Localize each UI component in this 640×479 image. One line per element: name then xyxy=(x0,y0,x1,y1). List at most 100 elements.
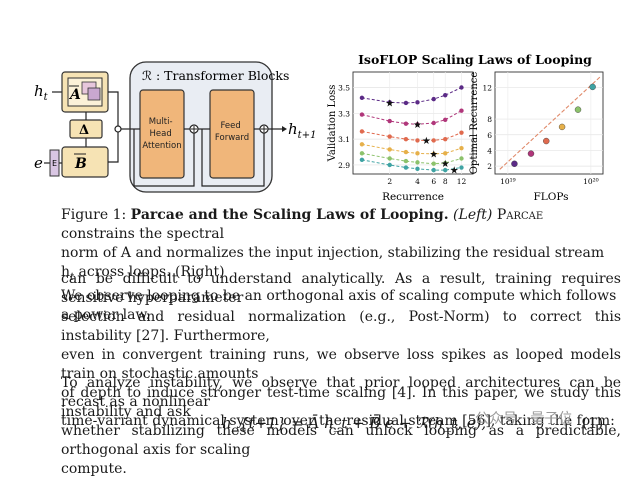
loss-data-point xyxy=(403,158,409,164)
equation-text: h_{t+1} = Ā h_t + B̄ e + ℛ(h_t, e), xyxy=(222,414,487,432)
loss-ylabel: Validation Loss xyxy=(327,85,338,163)
loss-xtick-label: 12 xyxy=(457,177,467,186)
attention-line-3: Attention xyxy=(142,141,181,151)
loss-data-point xyxy=(387,147,392,152)
loss-data-point xyxy=(431,167,436,173)
feedforward-box xyxy=(209,89,255,179)
loss-data-point xyxy=(415,122,420,127)
loss-data-point xyxy=(403,136,409,142)
recurrence-ylabel: Optimal Recurrence xyxy=(469,72,480,175)
flops-xlabel: FLOPs xyxy=(533,191,568,203)
loss-data-point xyxy=(459,165,464,170)
loss-data-point xyxy=(443,93,448,98)
rec-ytick-label: 4 xyxy=(487,146,492,155)
attention-line-2: Head xyxy=(150,129,172,139)
box-A-label: A xyxy=(68,87,81,103)
output-label: ht+1 xyxy=(288,120,316,141)
loss-data-point xyxy=(415,166,420,172)
loss-xtick-label: 6 xyxy=(431,177,436,186)
para1-line: compute. xyxy=(61,461,127,477)
rec-ytick-label: 8 xyxy=(487,115,492,124)
caption-line-1: Figure 1: Parcae and the Scaling Laws of… xyxy=(61,207,544,242)
loss-data-point xyxy=(387,100,392,105)
loss-data-point xyxy=(431,120,436,126)
loss-data-point xyxy=(431,151,436,157)
loss-data-point xyxy=(443,117,448,122)
loss-optimum-star: ★ xyxy=(385,98,394,109)
plots-title: IsoFLOP Scaling Laws of Looping xyxy=(358,52,592,67)
rec-ytick-label: 2 xyxy=(487,162,492,171)
loss-data-point xyxy=(443,167,448,173)
input-ht-label: ht xyxy=(34,82,49,103)
loss-optimum-star: ★ xyxy=(429,149,438,160)
scaling-plots: IsoFLOP Scaling Laws of Looping ★★★★★★ 2… xyxy=(327,52,604,203)
sum-node-input xyxy=(114,125,122,133)
loss-data-point xyxy=(459,130,464,135)
loss-optimum-star: ★ xyxy=(441,159,450,170)
loss-data-point xyxy=(359,151,365,156)
delta-label: Δ xyxy=(79,123,89,138)
attention-box xyxy=(139,89,185,179)
loss-data-point xyxy=(387,134,392,139)
paragraph-2: To analyze instability, we observe that … xyxy=(61,374,621,431)
loss-data-point xyxy=(403,100,409,106)
loss-ytick-label: 3.3 xyxy=(338,109,350,118)
para1-line: even in convergent training runs, we obs… xyxy=(61,347,621,382)
loss-ytick-label: 2.9 xyxy=(338,161,350,170)
svg-text:Feed Forward: Feed Forward xyxy=(215,121,249,143)
rec-ytick-label: 12 xyxy=(482,84,492,93)
loss-ytick-label: 3.1 xyxy=(338,135,350,144)
loss-data-point xyxy=(459,108,464,113)
encoder-label: E xyxy=(52,159,57,168)
loss-optimum-star: ★ xyxy=(422,136,431,147)
para1-line: of depth to induce stronger test-time sc… xyxy=(61,385,621,420)
rec-fit-line xyxy=(499,76,601,170)
rec-ytick-label: 6 xyxy=(487,131,492,140)
loss-data-point xyxy=(459,145,464,151)
para1-line: can be difficult to understand analytica… xyxy=(61,271,621,306)
loss-xlabel: Recurrence xyxy=(382,191,444,203)
loss-data-point xyxy=(359,112,365,117)
loss-data-point xyxy=(431,138,436,143)
ff-line-1: Feed xyxy=(221,121,241,131)
loss-data-point xyxy=(403,149,409,155)
rec-xtick-label: 10²⁰ xyxy=(583,177,599,186)
loss-data-point xyxy=(415,151,420,156)
caption-line-3: We observe looping to be an orthogonal a… xyxy=(61,287,617,323)
rec-data-point xyxy=(558,123,566,131)
architecture-diagram: ht A Δ B e E ℛ : Transformer Blocks Mult… xyxy=(34,61,316,193)
loss-optimum-star: ★ xyxy=(413,120,422,131)
loss-data-point xyxy=(387,118,392,124)
loss-data-point xyxy=(359,129,365,134)
loss-data-point xyxy=(387,162,392,168)
equation-1: h_{t+1} = Ā h_t + B̄ e + ℛ(h_t, e), (1) xyxy=(0,412,640,436)
loss-data-point xyxy=(415,138,420,143)
rec-data-point xyxy=(543,137,550,145)
para1-line: selection and residual normalization (e.… xyxy=(61,309,621,344)
attention-line-1: Multi- xyxy=(149,117,173,127)
loss-xtick-label: 4 xyxy=(415,177,420,186)
rec-data-point xyxy=(511,160,518,168)
svg-text:Multi- Head Attention: Multi- Head Attention xyxy=(142,117,181,151)
loss-data-point xyxy=(443,136,448,142)
loss-xtick-label: 2 xyxy=(387,177,392,186)
loss-data-point xyxy=(443,151,448,156)
transformer-block-title: ℛ : Transformer Blocks xyxy=(142,68,289,83)
rec-data-point xyxy=(589,83,596,91)
caption-line-2: norm of A and normalizes the input injec… xyxy=(61,245,605,283)
loss-plot-frame xyxy=(352,71,474,175)
loss-xtick-label: 8 xyxy=(443,177,448,186)
loss-data-point xyxy=(359,142,365,147)
loss-data-point xyxy=(415,160,420,165)
loss-data-point xyxy=(359,95,365,101)
rec-data-point xyxy=(527,150,535,157)
loss-data-point xyxy=(403,165,409,170)
loss-ytick-label: 3.5 xyxy=(338,83,350,92)
loss-data-point xyxy=(443,160,448,166)
loss-data-point xyxy=(431,161,436,166)
loss-data-point xyxy=(459,156,464,161)
loss-data-point xyxy=(387,156,392,161)
input-e-label: e xyxy=(34,154,43,172)
rec-xtick-label: 10¹⁹ xyxy=(500,177,516,186)
para2-line: To analyze instability, we observe that … xyxy=(61,375,621,410)
